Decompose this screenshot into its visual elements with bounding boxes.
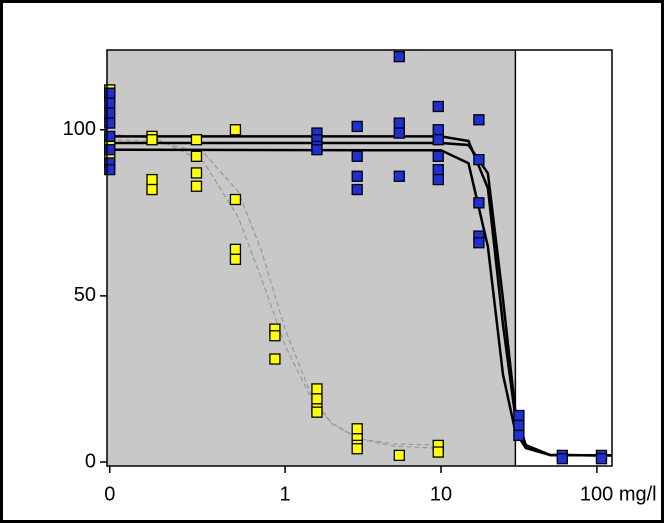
fit-curve	[109, 135, 612, 457]
data-point	[393, 170, 405, 182]
data-point	[146, 173, 158, 186]
y-tick-label: 0	[85, 450, 96, 472]
data-point	[351, 170, 363, 182]
data-point	[229, 253, 242, 265]
data-point	[393, 50, 405, 63]
data-point	[269, 330, 281, 342]
data-point	[513, 409, 525, 422]
data-point	[473, 153, 485, 166]
x-tick-label: 100 mg/l	[580, 483, 657, 505]
x-tick-label: 10	[430, 483, 452, 505]
data-point	[513, 429, 525, 442]
data-point	[432, 163, 444, 176]
shaded-region	[107, 50, 516, 466]
data-point	[311, 144, 323, 156]
data-point	[351, 423, 363, 435]
data-point	[190, 167, 203, 179]
data-point	[473, 197, 485, 209]
y-tick-label: 100	[63, 118, 96, 140]
data-point	[393, 449, 405, 462]
data-point	[146, 183, 158, 196]
data-point	[104, 130, 116, 143]
data-point	[146, 134, 158, 146]
data-point	[432, 446, 444, 458]
data-point	[311, 383, 323, 395]
data-point	[351, 120, 363, 133]
data-point	[104, 117, 116, 129]
plot-frame	[106, 49, 613, 467]
data-point	[393, 117, 405, 129]
data-point	[104, 144, 116, 156]
data-point	[351, 443, 363, 455]
fit-curve	[109, 133, 442, 449]
data-point	[432, 150, 444, 162]
data-point	[311, 406, 323, 418]
data-point	[432, 124, 444, 136]
data-point	[190, 134, 203, 146]
data-point	[432, 100, 444, 113]
data-point	[595, 453, 608, 465]
y-tick-label: 50	[74, 284, 96, 306]
data-point	[556, 453, 568, 465]
data-point	[269, 353, 281, 365]
fit-curve	[109, 139, 442, 446]
x-tick-label: 1	[280, 483, 291, 505]
data-point	[393, 127, 405, 139]
data-point	[104, 163, 116, 176]
data-point	[473, 114, 485, 126]
data-point	[432, 173, 444, 186]
data-point	[229, 243, 242, 256]
data-point	[229, 193, 242, 206]
data-point	[229, 124, 242, 136]
data-point	[351, 150, 363, 162]
data-point	[190, 180, 203, 192]
data-point	[432, 134, 444, 146]
data-point	[190, 150, 203, 162]
data-point	[473, 237, 485, 249]
data-point	[513, 419, 525, 432]
data-point	[311, 393, 323, 405]
data-point	[351, 183, 363, 196]
x-tick-label: 0	[104, 483, 115, 505]
